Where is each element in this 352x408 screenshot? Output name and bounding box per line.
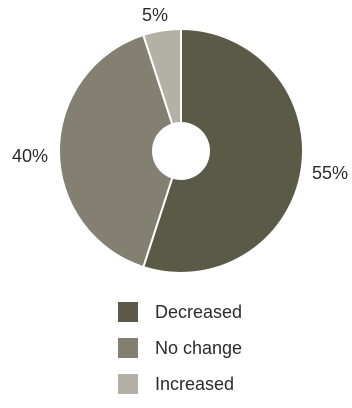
legend-label-increased: Increased xyxy=(155,374,235,394)
pie-slice-no-change xyxy=(57,33,183,269)
legend-item-increased: Increased xyxy=(118,372,318,396)
pie-slices xyxy=(57,27,304,274)
legend-label-no-change: No change xyxy=(155,338,243,358)
legend-swatch-increased xyxy=(118,374,138,394)
slice-labels: 55% 40% 5% xyxy=(12,5,348,183)
slice-label-no-change: 40% xyxy=(12,146,48,166)
donut-hole xyxy=(152,122,210,180)
slice-label-increased: 5% xyxy=(142,5,168,25)
pie-slice-decreased xyxy=(142,27,304,274)
legend-swatch-decreased xyxy=(118,302,138,322)
legend-label-decreased: Decreased xyxy=(155,302,243,322)
legend-swatch-no-change xyxy=(118,338,138,358)
legend-item-decreased: Decreased xyxy=(118,300,318,324)
pie-slice-increased xyxy=(142,27,182,152)
legend-item-no-change: No change xyxy=(118,336,318,360)
slice-label-decreased: 55% xyxy=(312,163,348,183)
legend: Decreased No change Increased xyxy=(118,300,318,408)
